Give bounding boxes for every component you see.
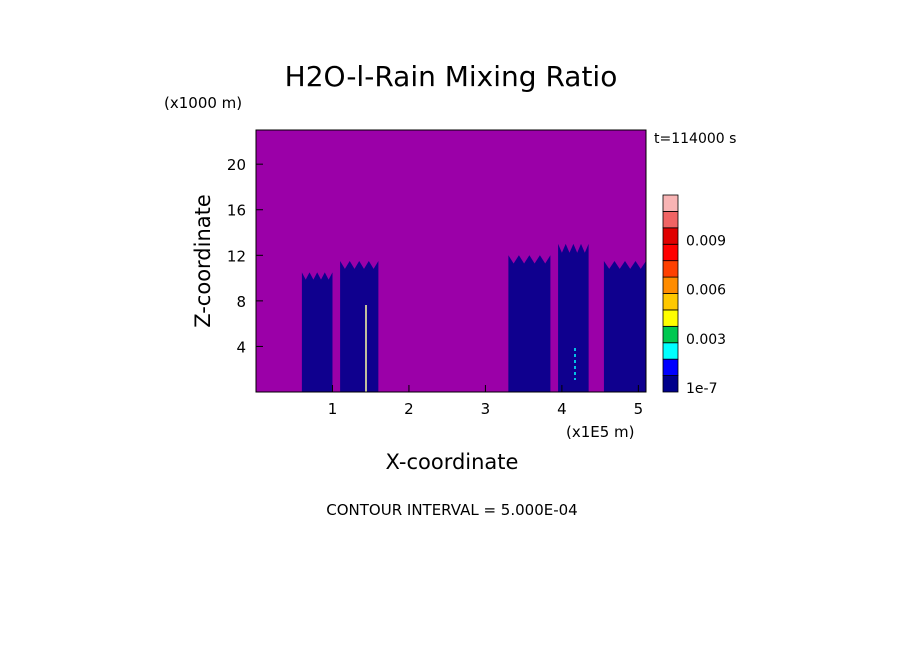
colorbar-swatch <box>662 260 679 278</box>
colorbar-swatch <box>662 358 679 376</box>
colorbar-swatch <box>662 194 679 212</box>
colorbar-swatch <box>662 342 679 360</box>
time-label: t=114000 s <box>654 131 736 147</box>
colorbar-label: 1e-7 <box>686 381 717 397</box>
y-tick-label: 12 <box>227 247 246 265</box>
y-unit-label: (x1000 m) <box>164 94 242 112</box>
colorbar-label: 0.003 <box>686 332 726 348</box>
y-tick-label: 4 <box>236 338 246 356</box>
x-tick-label: 2 <box>404 400 414 418</box>
colorbar-swatch <box>662 293 679 311</box>
field-region <box>603 261 646 392</box>
field-region <box>340 261 379 392</box>
colorbar-swatch <box>662 276 679 294</box>
x-tick-label: 3 <box>481 400 491 418</box>
x-tick-label: 1 <box>328 400 338 418</box>
contour-interval-label: CONTOUR INTERVAL = 5.000E-04 <box>326 501 577 519</box>
y-tick-label: 16 <box>227 202 246 220</box>
colorbar-swatch <box>662 211 679 229</box>
y-tick-label: 8 <box>236 293 246 311</box>
colorbar-swatch <box>662 243 679 262</box>
colorbar-swatch <box>662 325 679 344</box>
x-tick-label: 5 <box>634 400 644 418</box>
field-region <box>301 272 333 392</box>
colorbar-swatch <box>662 227 679 245</box>
colorbar-swatch <box>662 309 679 327</box>
x-axis-label: X-coordinate <box>386 450 519 474</box>
y-axis-label: Z-coordinate <box>191 194 215 328</box>
y-axis: 4 8 12 16 20 <box>227 156 263 356</box>
field-regions <box>301 243 646 392</box>
x-tick-label: 4 <box>557 400 567 418</box>
colorbar-swatch <box>662 375 679 393</box>
colorbar-label: 0.009 <box>686 233 726 249</box>
field-region <box>558 243 589 392</box>
y-tick-label: 20 <box>227 156 246 174</box>
x-unit-label: (x1E5 m) <box>566 423 635 441</box>
chart-title: H2O-l-Rain Mixing Ratio <box>285 60 618 93</box>
colorbar: 1e-7 0.003 0.006 0.009 <box>662 194 726 397</box>
x-axis: 1 2 3 4 5 <box>328 385 643 418</box>
plot-frame <box>255 129 647 393</box>
field-region <box>508 255 551 392</box>
colorbar-label: 0.006 <box>686 283 726 299</box>
